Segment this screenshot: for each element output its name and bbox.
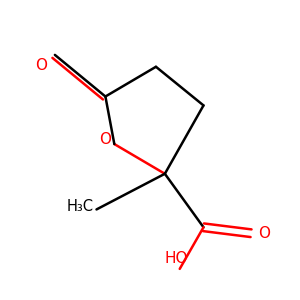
Text: O: O xyxy=(35,58,47,73)
Text: O: O xyxy=(99,132,111,147)
Text: H₃C: H₃C xyxy=(67,199,94,214)
Text: HO: HO xyxy=(165,251,188,266)
Text: O: O xyxy=(259,226,271,241)
